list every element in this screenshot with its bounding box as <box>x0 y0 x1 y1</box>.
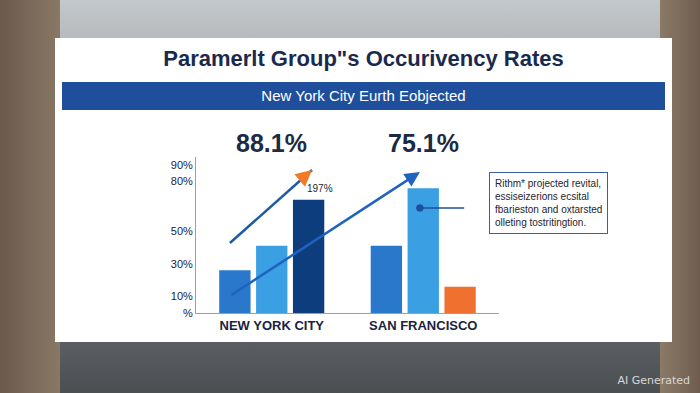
svg-text:NEW YORK CITY: NEW YORK CITY <box>220 318 325 333</box>
svg-text:90%: 90% <box>171 159 193 171</box>
svg-text:30%: 30% <box>171 258 193 270</box>
svg-text:10%: 10% <box>171 290 193 302</box>
svg-text:Rithm* projected revital,essis: Rithm* projected revital,essiseizerions … <box>495 178 602 228</box>
svg-text:80%: 80% <box>171 175 193 187</box>
html-text:Paramerlt Group"s Occurivency: Paramerlt Group"s Occurivency Rates <box>163 46 564 71</box>
svg-text:197%: 197% <box>307 183 333 194</box>
svg-text:50%: 50% <box>171 225 193 237</box>
html-text:AI Generated: AI Generated <box>617 374 690 387</box>
svg-text:75.1%: 75.1% <box>388 129 459 157</box>
svg-text:%: % <box>183 307 193 319</box>
html-text:New York City Eurth Eobjected: New York City Eurth Eobjected <box>261 87 466 104</box>
svg-text:88.1%: 88.1% <box>236 129 307 157</box>
svg-text:SAN FRANCISCO: SAN FRANCISCO <box>369 318 477 333</box>
